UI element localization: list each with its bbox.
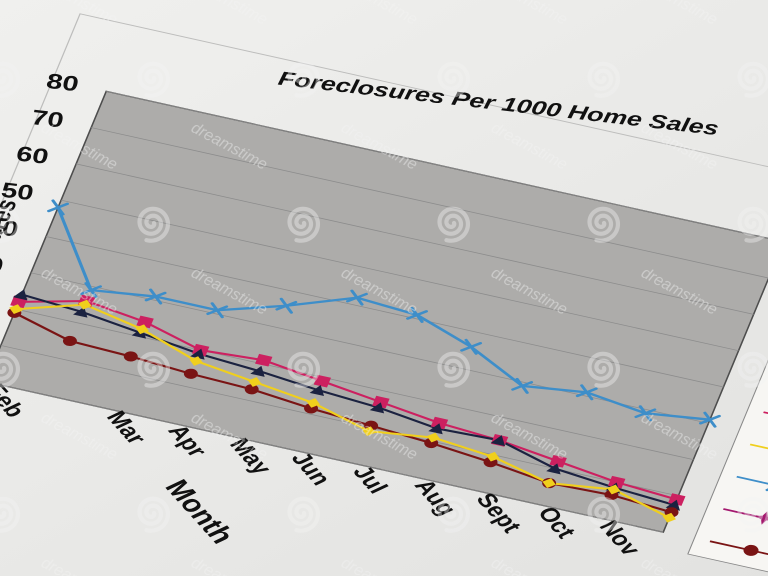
svg-text:Month: Month xyxy=(159,475,242,548)
svg-text:70: 70 xyxy=(29,106,66,133)
svg-text:30: 30 xyxy=(0,251,6,278)
svg-text:60: 60 xyxy=(14,142,51,169)
svg-text:80: 80 xyxy=(44,70,81,97)
